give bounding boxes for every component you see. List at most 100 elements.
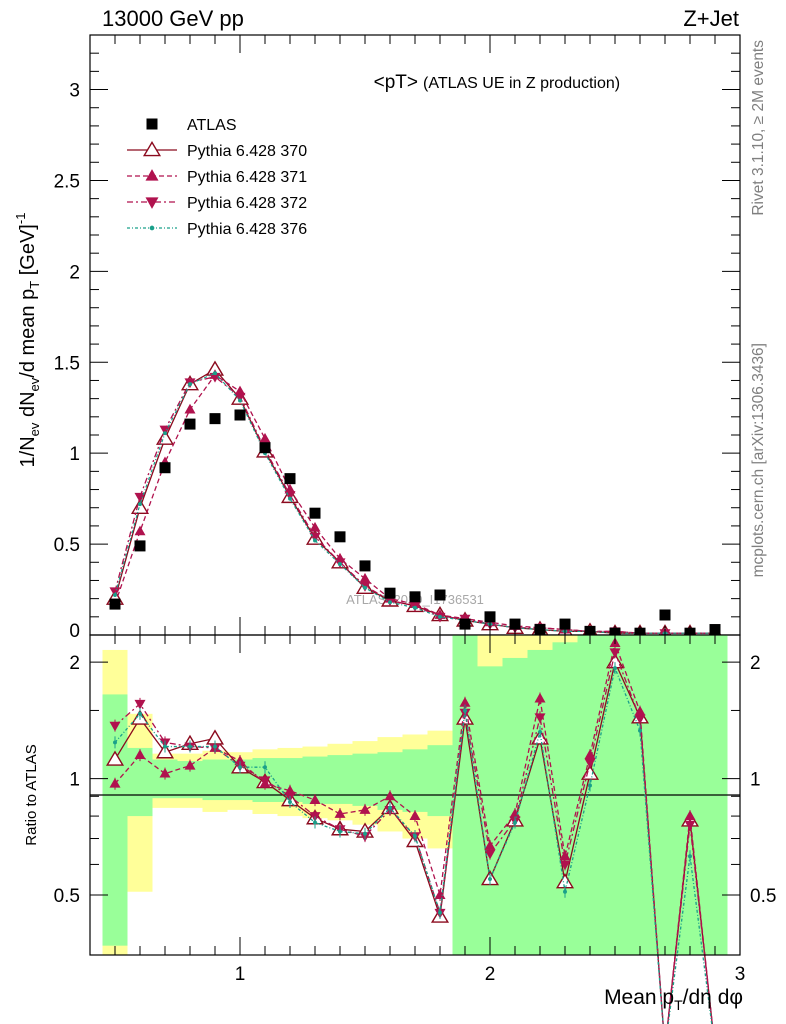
ratio-point xyxy=(634,705,646,716)
ratio-y-tick-label: 2 xyxy=(69,653,80,674)
legend-entry: Pythia 6.428 376 xyxy=(127,221,307,238)
ratio-band-stat xyxy=(327,755,353,804)
ratio-point xyxy=(284,784,296,795)
legend-entry: ATLAS xyxy=(146,117,237,134)
main-point xyxy=(438,614,442,619)
ratio-band-stat xyxy=(352,753,378,806)
ratio-point xyxy=(134,749,146,760)
main-point xyxy=(184,418,196,430)
ratio-point xyxy=(184,759,196,770)
main-point xyxy=(484,611,496,623)
main-point xyxy=(134,525,146,536)
main-point xyxy=(163,431,167,436)
main-point xyxy=(659,609,671,621)
ratio-point xyxy=(188,744,192,749)
main-point xyxy=(109,587,121,598)
main-point xyxy=(363,585,367,590)
x-tick-label: 1 xyxy=(235,964,246,985)
ratio-point xyxy=(359,804,371,814)
ratio-y-tick-label-right: 2 xyxy=(750,653,761,674)
ratio-point xyxy=(259,776,271,787)
ratio-y-tick-label-right: 0.5 xyxy=(750,886,776,907)
main-point xyxy=(509,618,521,630)
header-left: 13000 GeV pp xyxy=(102,6,244,31)
ratio-point xyxy=(559,860,571,871)
ratio-point xyxy=(584,758,596,769)
ratio-point xyxy=(688,854,692,859)
legend-marker xyxy=(149,225,155,231)
legend-label: ATLAS xyxy=(187,117,237,134)
ratio-point xyxy=(584,749,596,760)
ratio-point xyxy=(488,877,492,882)
ratio-point xyxy=(109,777,121,788)
ratio-point xyxy=(338,829,342,834)
main-point xyxy=(559,618,571,630)
ratio-y-axis-title: Ratio to ATLAS xyxy=(23,744,40,845)
main-y-tick-label: 2 xyxy=(69,262,80,283)
ratio-plot-panel: 0.5 0.5 1 1 2 2 1 2 3 Ratio to ATLAS Mean pT/dη… xyxy=(23,634,776,1024)
main-point xyxy=(238,398,242,403)
legend-entry: Pythia 6.428 372 xyxy=(127,195,307,212)
main-point xyxy=(209,413,221,425)
ratio-point xyxy=(484,840,496,850)
x-axis-title: Mean pT/dη dφ xyxy=(604,986,743,1013)
ratio-point xyxy=(534,692,546,703)
ratio-y-tick-label-right: 1 xyxy=(750,770,761,791)
main-point xyxy=(109,598,121,610)
main-point xyxy=(388,600,392,605)
main-point xyxy=(188,382,192,387)
mcplots-label: mcplots.cern.ch [arXiv:1306.3436] xyxy=(750,343,767,577)
legend-entry: Pythia 6.428 370 xyxy=(127,140,307,160)
main-point xyxy=(159,462,171,474)
main-point xyxy=(459,618,471,630)
main-point xyxy=(309,521,321,532)
ratio-point xyxy=(384,790,396,801)
main-point xyxy=(359,560,371,572)
ratio-point xyxy=(463,708,467,713)
ratio-point xyxy=(138,711,142,716)
main-point xyxy=(413,605,417,610)
ratio-band-stat xyxy=(552,642,578,955)
main-point xyxy=(334,531,346,543)
ratio-point xyxy=(563,889,567,894)
ratio-point xyxy=(613,666,617,671)
main-point xyxy=(209,372,221,383)
svg-text:1/Nev dNev/d mean pT [GeV]-1: 1/Nev dNev/d mean pT [GeV]-1 xyxy=(13,213,42,468)
legend-label: Pythia 6.428 372 xyxy=(187,195,307,212)
ratio-point xyxy=(363,831,367,836)
ratio-band-stat xyxy=(102,694,128,946)
legend-label: Pythia 6.428 371 xyxy=(187,169,307,186)
ratio-point xyxy=(609,648,621,659)
main-point xyxy=(213,371,217,376)
ratio-y-tick-label: 0.5 xyxy=(54,886,80,907)
ratio-point xyxy=(413,834,417,839)
main-point xyxy=(259,442,271,454)
main-point xyxy=(184,403,196,414)
main-point xyxy=(384,587,396,599)
main-y-tick-label: 3 xyxy=(69,81,80,102)
ratio-point xyxy=(588,783,592,788)
rivet-label: Rivet 3.1.10, ≥ 2M events xyxy=(750,40,767,216)
ratio-point xyxy=(434,889,446,899)
main-point xyxy=(359,572,371,583)
main-point xyxy=(138,502,142,507)
main-point xyxy=(409,591,421,603)
ratio-point xyxy=(134,699,146,710)
main-point xyxy=(134,492,146,503)
ratio-point xyxy=(409,810,421,821)
ratio-point xyxy=(388,805,392,810)
ratio-band-stat xyxy=(402,749,428,812)
plot-title: <pT> xyxy=(374,72,418,93)
main-y-tick-label: 2.5 xyxy=(54,171,80,192)
legend-marker xyxy=(145,197,159,209)
main-point xyxy=(434,589,446,601)
main-point xyxy=(284,483,296,494)
legend-label: Pythia 6.428 376 xyxy=(187,221,307,238)
ratio-point xyxy=(309,794,321,804)
legend-marker xyxy=(142,140,162,157)
ratio-y-tick-label: 1 xyxy=(69,770,80,791)
main-y-tick-label-zero: 0 xyxy=(69,621,80,642)
main-point xyxy=(134,540,146,552)
ratio-point xyxy=(238,765,242,770)
legend-marker xyxy=(145,169,159,181)
